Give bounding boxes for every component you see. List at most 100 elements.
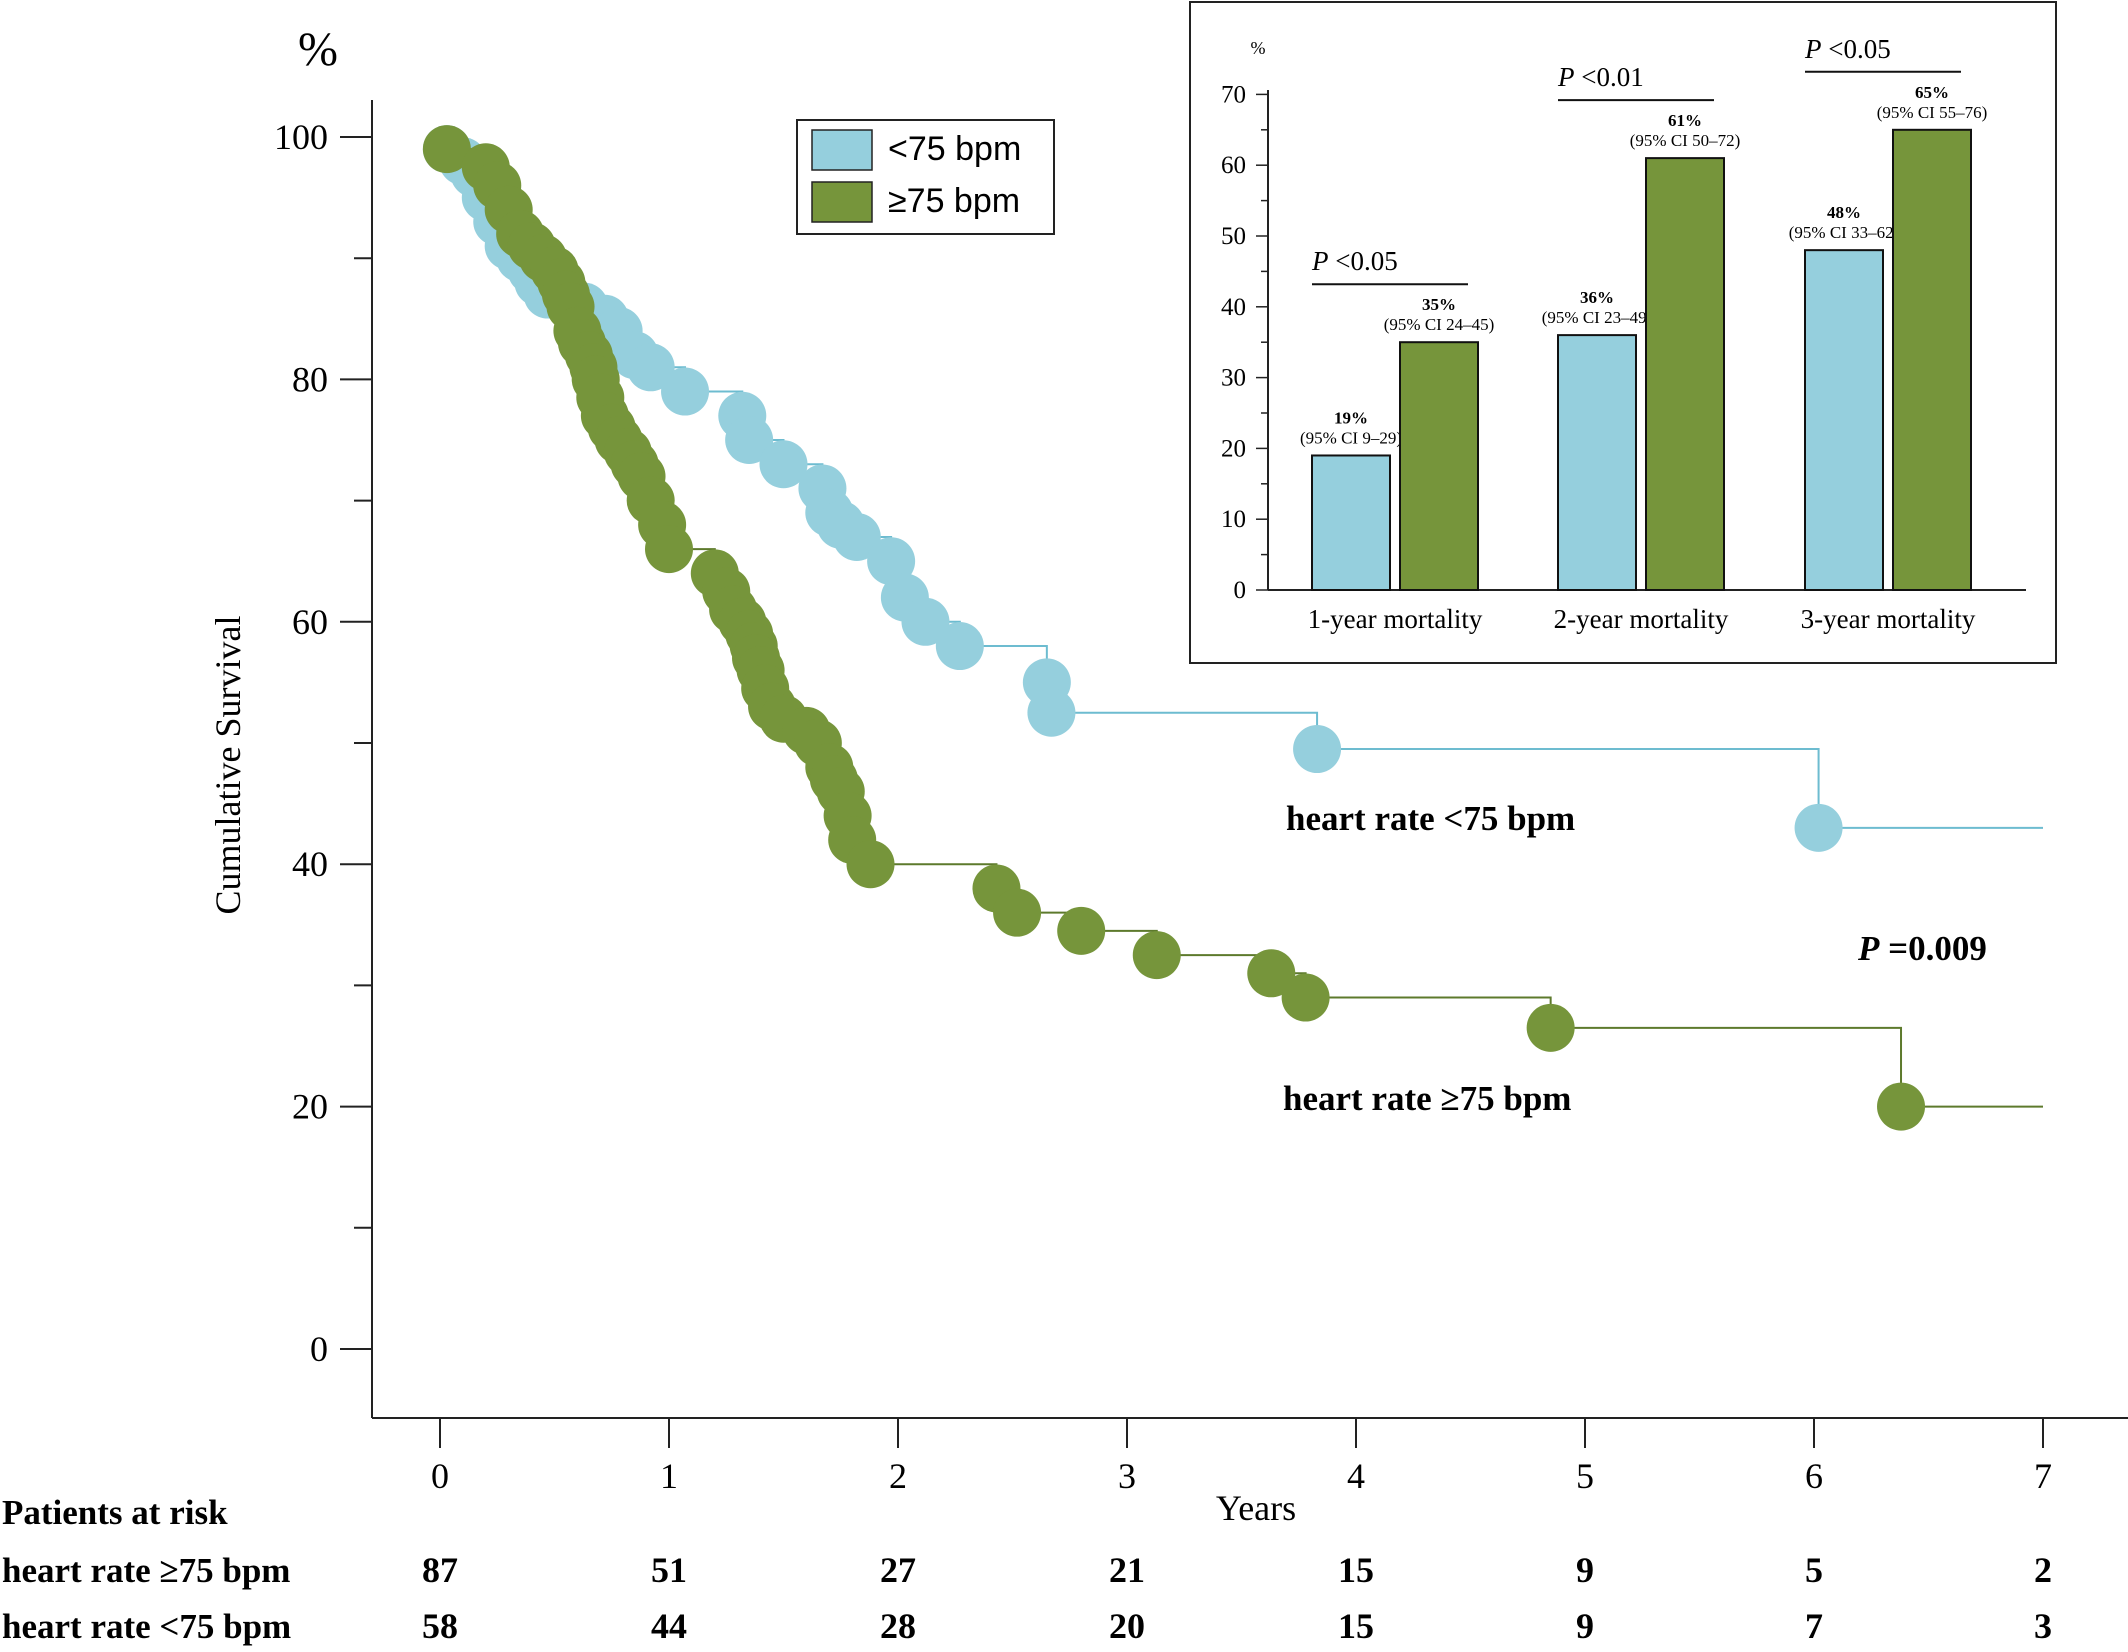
risk-value: 44 xyxy=(651,1606,687,1646)
risk-table: Patients at risk heart rate ≥75 bpm hear… xyxy=(2,1493,2052,1646)
bar-high-heart-rate xyxy=(1892,128,1972,592)
inset-y-tick-label: 20 xyxy=(1221,435,1246,462)
y-ticks: 0 20 40 60 80 100 xyxy=(274,117,372,1369)
inset-y-tick-label: 40 xyxy=(1221,294,1246,321)
risk-value: 51 xyxy=(651,1550,687,1590)
censor-point xyxy=(1281,973,1330,1022)
bar-ci-label: (95% CI 23–49) xyxy=(1542,308,1652,327)
inset-y-ticks: 0 10 20 30 40 50 60 70 xyxy=(1221,81,1268,604)
x-tick-label: 3 xyxy=(1118,1456,1136,1496)
inset-category-label: 1-year mortality xyxy=(1308,604,1483,634)
bar-value-label: 19% xyxy=(1334,408,1368,427)
legend-label-high: ≥75 bpm xyxy=(888,182,1020,220)
bar-high-heart-rate xyxy=(1399,341,1479,592)
x-tick-label: 4 xyxy=(1347,1456,1365,1496)
risk-value: 7 xyxy=(1805,1606,1823,1646)
censor-point xyxy=(759,440,808,489)
risk-value: 28 xyxy=(880,1606,916,1646)
bar-value-label: 61% xyxy=(1668,111,1702,130)
curve-label-high: heart rate ≥75 bpm xyxy=(1283,1079,1571,1118)
inset-y-tick-label: 50 xyxy=(1221,223,1246,250)
x-tick-label: 2 xyxy=(889,1456,907,1496)
risk-value: 87 xyxy=(422,1550,458,1590)
inset-y-tick-label: 60 xyxy=(1221,152,1246,179)
survival-curves xyxy=(422,125,2043,1131)
risk-value: 9 xyxy=(1576,1550,1594,1590)
y-tick-label: 40 xyxy=(292,844,328,884)
censor-point xyxy=(901,597,950,646)
y-unit-label: % xyxy=(298,23,338,76)
censor-point xyxy=(832,512,881,561)
censor-point xyxy=(993,888,1042,937)
bar-value-label: 48% xyxy=(1827,203,1861,222)
censor-point xyxy=(661,367,710,416)
bar-group: 19%(95% CI 9–29) 35%(95% CI 24–45) P <0.05… xyxy=(1300,246,1494,634)
censor-point xyxy=(645,525,693,574)
bar-ci-label: (95% CI 55–76) xyxy=(1877,103,1987,122)
risk-value: 2 xyxy=(2034,1550,2052,1590)
bar-ci-label: (95% CI 9–29) xyxy=(1300,428,1402,447)
censor-point xyxy=(1247,949,1296,998)
censor-point xyxy=(1877,1082,1926,1131)
y-tick-label: 20 xyxy=(292,1087,328,1127)
y-tick-label: 0 xyxy=(310,1329,328,1369)
x-tick-label: 0 xyxy=(431,1456,449,1496)
censor-point xyxy=(422,125,471,174)
x-tick-label: 1 xyxy=(660,1456,678,1496)
censor-point xyxy=(1526,1003,1575,1052)
inset-bars: 19%(95% CI 9–29) 35%(95% CI 24–45) P <0.05… xyxy=(1300,34,1987,634)
censor-point xyxy=(626,343,675,392)
risk-value: 15 xyxy=(1338,1550,1374,1590)
legend-label-low: <75 bpm xyxy=(888,130,1021,168)
censor-point xyxy=(935,622,984,671)
risk-row-label-high: heart rate ≥75 bpm xyxy=(2,1551,290,1590)
bar-low-heart-rate xyxy=(1311,454,1391,592)
x-tick-label: 6 xyxy=(1805,1456,1823,1496)
bar-low-heart-rate xyxy=(1557,334,1637,591)
bar-low-heart-rate xyxy=(1804,249,1884,591)
x-tick-label: 7 xyxy=(2034,1456,2052,1496)
inset-y-tick-label: 10 xyxy=(1221,506,1246,533)
risk-value: 3 xyxy=(2034,1606,2052,1646)
inset-y-tick-label: 0 xyxy=(1234,577,1247,604)
bar-ci-label: (95% CI 33–62) xyxy=(1789,223,1899,242)
legend-swatch-high xyxy=(811,181,873,223)
x-axis-title: Years xyxy=(1216,1488,1296,1528)
censor-point xyxy=(725,416,774,464)
censor-point xyxy=(1027,688,1076,737)
y-axis-title: Cumulative Survival xyxy=(208,616,248,915)
inset-y-tick-label: 70 xyxy=(1221,81,1246,108)
bar-group: 48%(95% CI 33–62) 65%(95% CI 55–76) P <0.0… xyxy=(1789,34,1987,634)
risk-values: 87 51 27 21 15 9 5 2 58 44 28 20 15 9 7 3 xyxy=(422,1550,2052,1646)
y-tick-label: 80 xyxy=(292,359,328,399)
risk-value: 15 xyxy=(1338,1606,1374,1646)
significance-p-value: P <0.05 xyxy=(1804,34,1891,64)
x-tick-label: 5 xyxy=(1576,1456,1594,1496)
risk-value: 9 xyxy=(1576,1606,1594,1646)
significance-p-value: P <0.01 xyxy=(1557,62,1644,92)
censor-point xyxy=(1293,725,1342,774)
curve-label-low: heart rate <75 bpm xyxy=(1286,799,1575,838)
inset-y-unit: % xyxy=(1251,38,1266,58)
risk-row-label-low: heart rate <75 bpm xyxy=(2,1607,291,1646)
bar-ci-label: (95% CI 24–45) xyxy=(1384,315,1494,334)
censor-point xyxy=(1057,906,1106,955)
inset-y-tick-label: 30 xyxy=(1221,365,1246,392)
bar-value-label: 35% xyxy=(1422,295,1456,314)
risk-value: 21 xyxy=(1109,1550,1145,1590)
bar-ci-label: (95% CI 50–72) xyxy=(1630,131,1740,150)
censor-point xyxy=(1794,803,1843,852)
bar-value-label: 65% xyxy=(1915,83,1949,102)
censor-point xyxy=(846,840,895,889)
risk-value: 27 xyxy=(880,1550,916,1590)
risk-value: 20 xyxy=(1109,1606,1145,1646)
legend-swatch-low xyxy=(811,129,873,171)
inset-category-label: 2-year mortality xyxy=(1554,604,1729,634)
series-high-heart-rate xyxy=(422,125,2043,1131)
bar-high-heart-rate xyxy=(1645,157,1725,591)
censor-point xyxy=(1132,931,1181,980)
risk-value: 5 xyxy=(1805,1550,1823,1590)
risk-value: 58 xyxy=(422,1606,458,1646)
